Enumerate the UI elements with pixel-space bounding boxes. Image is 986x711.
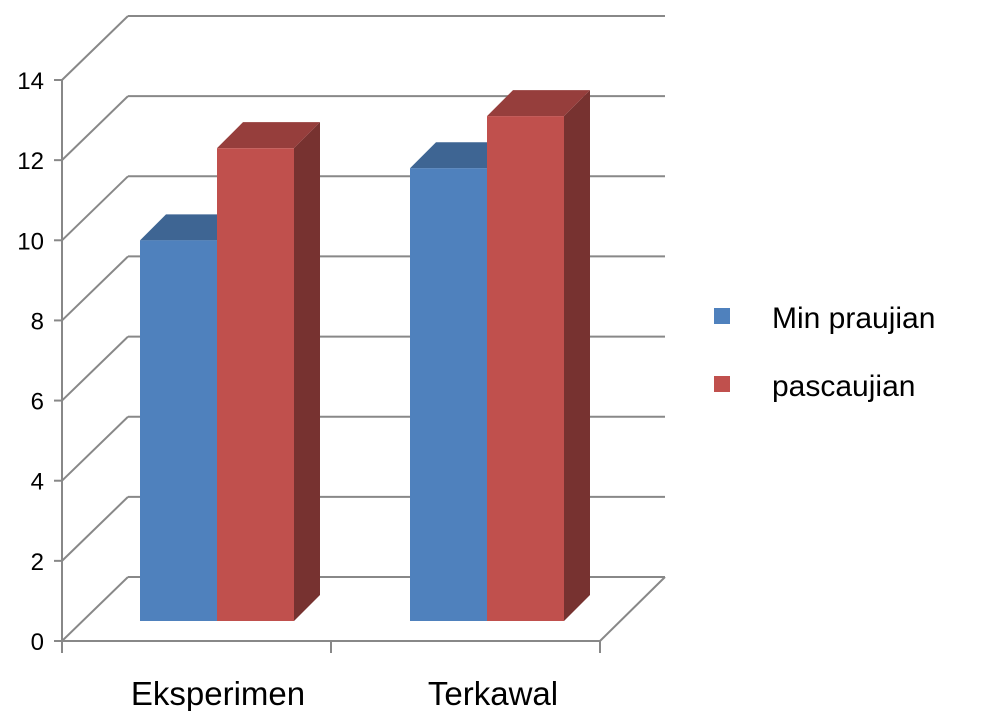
gridline-wall: [61, 576, 129, 642]
x-category-label: Terkawal: [428, 675, 558, 711]
gridline-wall: [61, 15, 129, 81]
y-tick-label: 10: [17, 228, 44, 255]
y-tick-label: 12: [17, 148, 44, 175]
gridline-wall: [61, 496, 129, 562]
legend-label: Min praujian: [772, 302, 935, 335]
y-tick-label: 2: [31, 549, 44, 576]
y-tick-label: 4: [31, 469, 44, 496]
gridline-wall: [61, 255, 129, 322]
gridline-wall: [61, 95, 129, 161]
bar-pascaujian-terkawal: [487, 116, 564, 621]
bar-top-face: [487, 90, 590, 117]
y-tick-label: 8: [31, 308, 44, 335]
legend-swatch: [714, 308, 730, 324]
legend: Min praujian pascaujian: [714, 302, 935, 403]
bars: [140, 90, 590, 622]
bar-min-praujian-eksperimen: [140, 240, 217, 622]
bar-min-praujian-terkawal: [410, 168, 487, 621]
labels: 0 2 4 6 8 10 12 14 Eksperimen Terkawal: [17, 68, 558, 711]
y-tick-label: 14: [17, 68, 44, 95]
gridline-wall: [61, 415, 129, 482]
bar-side-face: [294, 122, 320, 622]
gridline-wall: [61, 175, 129, 242]
bar-side-face: [564, 90, 590, 622]
floor-right-edge: [599, 576, 666, 642]
y-tick-label: 6: [31, 389, 44, 416]
bar-pascaujian-eksperimen: [217, 148, 294, 621]
gridline-wall: [61, 335, 129, 402]
legend-label: pascaujian: [772, 370, 915, 403]
x-category-label: Eksperimen: [131, 675, 305, 711]
y-tick-label: 0: [31, 629, 44, 656]
bar-top-face: [217, 122, 320, 149]
legend-swatch: [714, 376, 730, 392]
